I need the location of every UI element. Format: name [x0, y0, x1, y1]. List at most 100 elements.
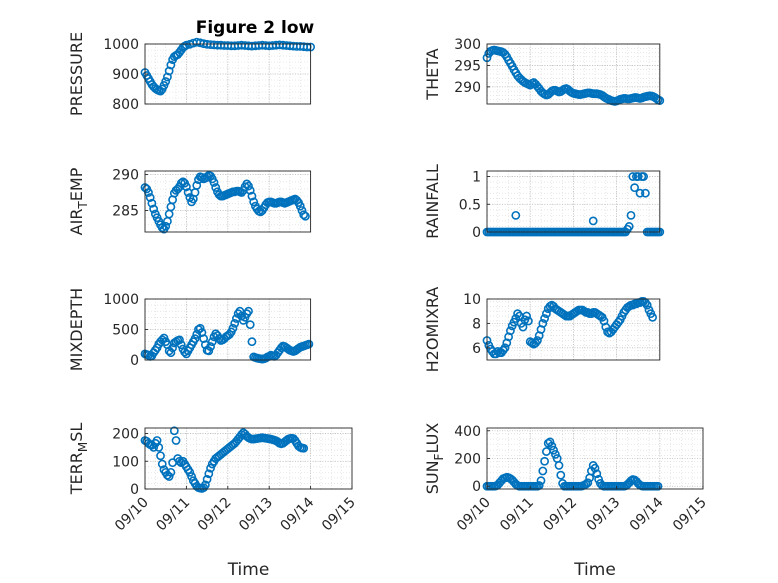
data-point	[166, 348, 176, 358]
data-point	[588, 216, 598, 226]
data-point	[244, 181, 253, 191]
y-tick-label: 800	[112, 97, 139, 113]
x-axis-label: Time	[227, 560, 270, 580]
y-axis-label: TERRMSL	[67, 423, 90, 496]
data-point	[244, 306, 253, 316]
data-point	[207, 337, 217, 347]
y-tick-label: 0	[130, 482, 139, 498]
data-points	[140, 37, 315, 96]
y-tick-label: 900	[112, 67, 139, 83]
data-point	[249, 197, 259, 207]
data-point	[206, 463, 215, 473]
subplot-6: 6 8 10 H2OMIXRA	[423, 287, 661, 373]
y-tick-label: 290	[454, 80, 481, 96]
subplot-3: 285 290 AIRTEMP	[67, 167, 312, 235]
data-point	[204, 346, 214, 356]
data-point	[209, 178, 219, 187]
y-axis-label: AIRTEMP	[67, 167, 90, 235]
data-point	[551, 449, 560, 459]
data-point	[185, 467, 195, 477]
data-point	[154, 443, 164, 452]
data-point	[536, 476, 546, 486]
data-point	[642, 300, 652, 310]
data-point	[556, 470, 566, 480]
data-point	[145, 193, 155, 202]
data-point	[511, 210, 521, 220]
data-point	[505, 326, 515, 336]
y-tick-label: 285	[112, 203, 139, 219]
data-point	[166, 60, 176, 70]
y-axis-label: MIXDEPTH	[67, 288, 86, 371]
data-point	[301, 211, 310, 221]
y-tick-label: 200	[454, 452, 481, 468]
data-point	[245, 320, 255, 330]
data-point	[583, 478, 593, 488]
y-tick-label: 400	[454, 424, 481, 440]
data-point	[626, 210, 636, 220]
data-point	[524, 316, 533, 326]
data-point	[147, 198, 157, 208]
data-point	[624, 222, 634, 231]
data-point	[581, 479, 591, 489]
data-point	[247, 191, 257, 201]
data-point	[639, 172, 648, 181]
data-point	[590, 463, 600, 473]
data-point	[549, 445, 558, 455]
data-point	[181, 182, 191, 192]
data-point	[166, 467, 176, 477]
y-tick-label: 1	[472, 170, 481, 186]
data-point	[304, 339, 314, 349]
data-point	[592, 469, 602, 479]
data-point	[190, 334, 200, 344]
y-axis-label: SUNFLUX	[423, 423, 446, 495]
y-axis-label: H2OMIXRA	[423, 287, 442, 373]
y-tick-label: 295	[454, 58, 481, 74]
x-axis-label: Time	[573, 560, 616, 580]
data-point	[175, 335, 184, 345]
data-points	[482, 437, 663, 491]
y-tick-label: 0	[472, 225, 481, 241]
data-points	[140, 426, 309, 493]
data-point	[149, 204, 159, 214]
data-point	[295, 201, 305, 211]
data-point	[542, 309, 551, 319]
subplot-4: 0 0.5 1 RAINFALL	[423, 164, 665, 241]
y-axis-label: PRESSURE	[67, 32, 86, 116]
data-point	[594, 474, 603, 484]
axes-box	[144, 170, 312, 233]
y-tick-label: 0	[130, 353, 139, 369]
data-point	[161, 77, 171, 86]
y-tick-label: 500	[112, 323, 139, 339]
subplot-2: 290 295 300 THETA	[423, 37, 665, 106]
y-axis-label: THETA	[423, 48, 442, 100]
data-point	[538, 466, 548, 476]
data-point	[554, 461, 564, 470]
data-point	[547, 441, 557, 451]
data-point	[206, 342, 215, 351]
y-tick-label: 300	[454, 37, 481, 53]
data-point	[211, 183, 221, 192]
data-point	[299, 443, 309, 453]
data-point	[538, 318, 548, 328]
data-point	[247, 337, 257, 347]
data-point	[200, 480, 210, 490]
data-point	[299, 210, 309, 220]
data-point	[204, 469, 214, 479]
data-point	[628, 172, 638, 181]
y-tick-label: 1000	[103, 292, 139, 308]
data-point	[635, 188, 645, 198]
data-point	[176, 340, 186, 350]
subplot-1: 800 900 1000 PRESSURE	[67, 32, 315, 116]
data-point	[202, 474, 212, 484]
figure-title: Figure 2 low	[196, 18, 315, 38]
axes-box	[486, 298, 661, 361]
data-point	[149, 443, 159, 452]
y-tick-label: 10	[463, 292, 481, 308]
axes-box	[486, 170, 661, 233]
axes-box	[486, 43, 661, 105]
y-tick-label: 100	[112, 454, 139, 470]
data-point	[164, 472, 174, 481]
y-tick-label: 0	[472, 479, 481, 495]
data-point	[633, 172, 643, 181]
